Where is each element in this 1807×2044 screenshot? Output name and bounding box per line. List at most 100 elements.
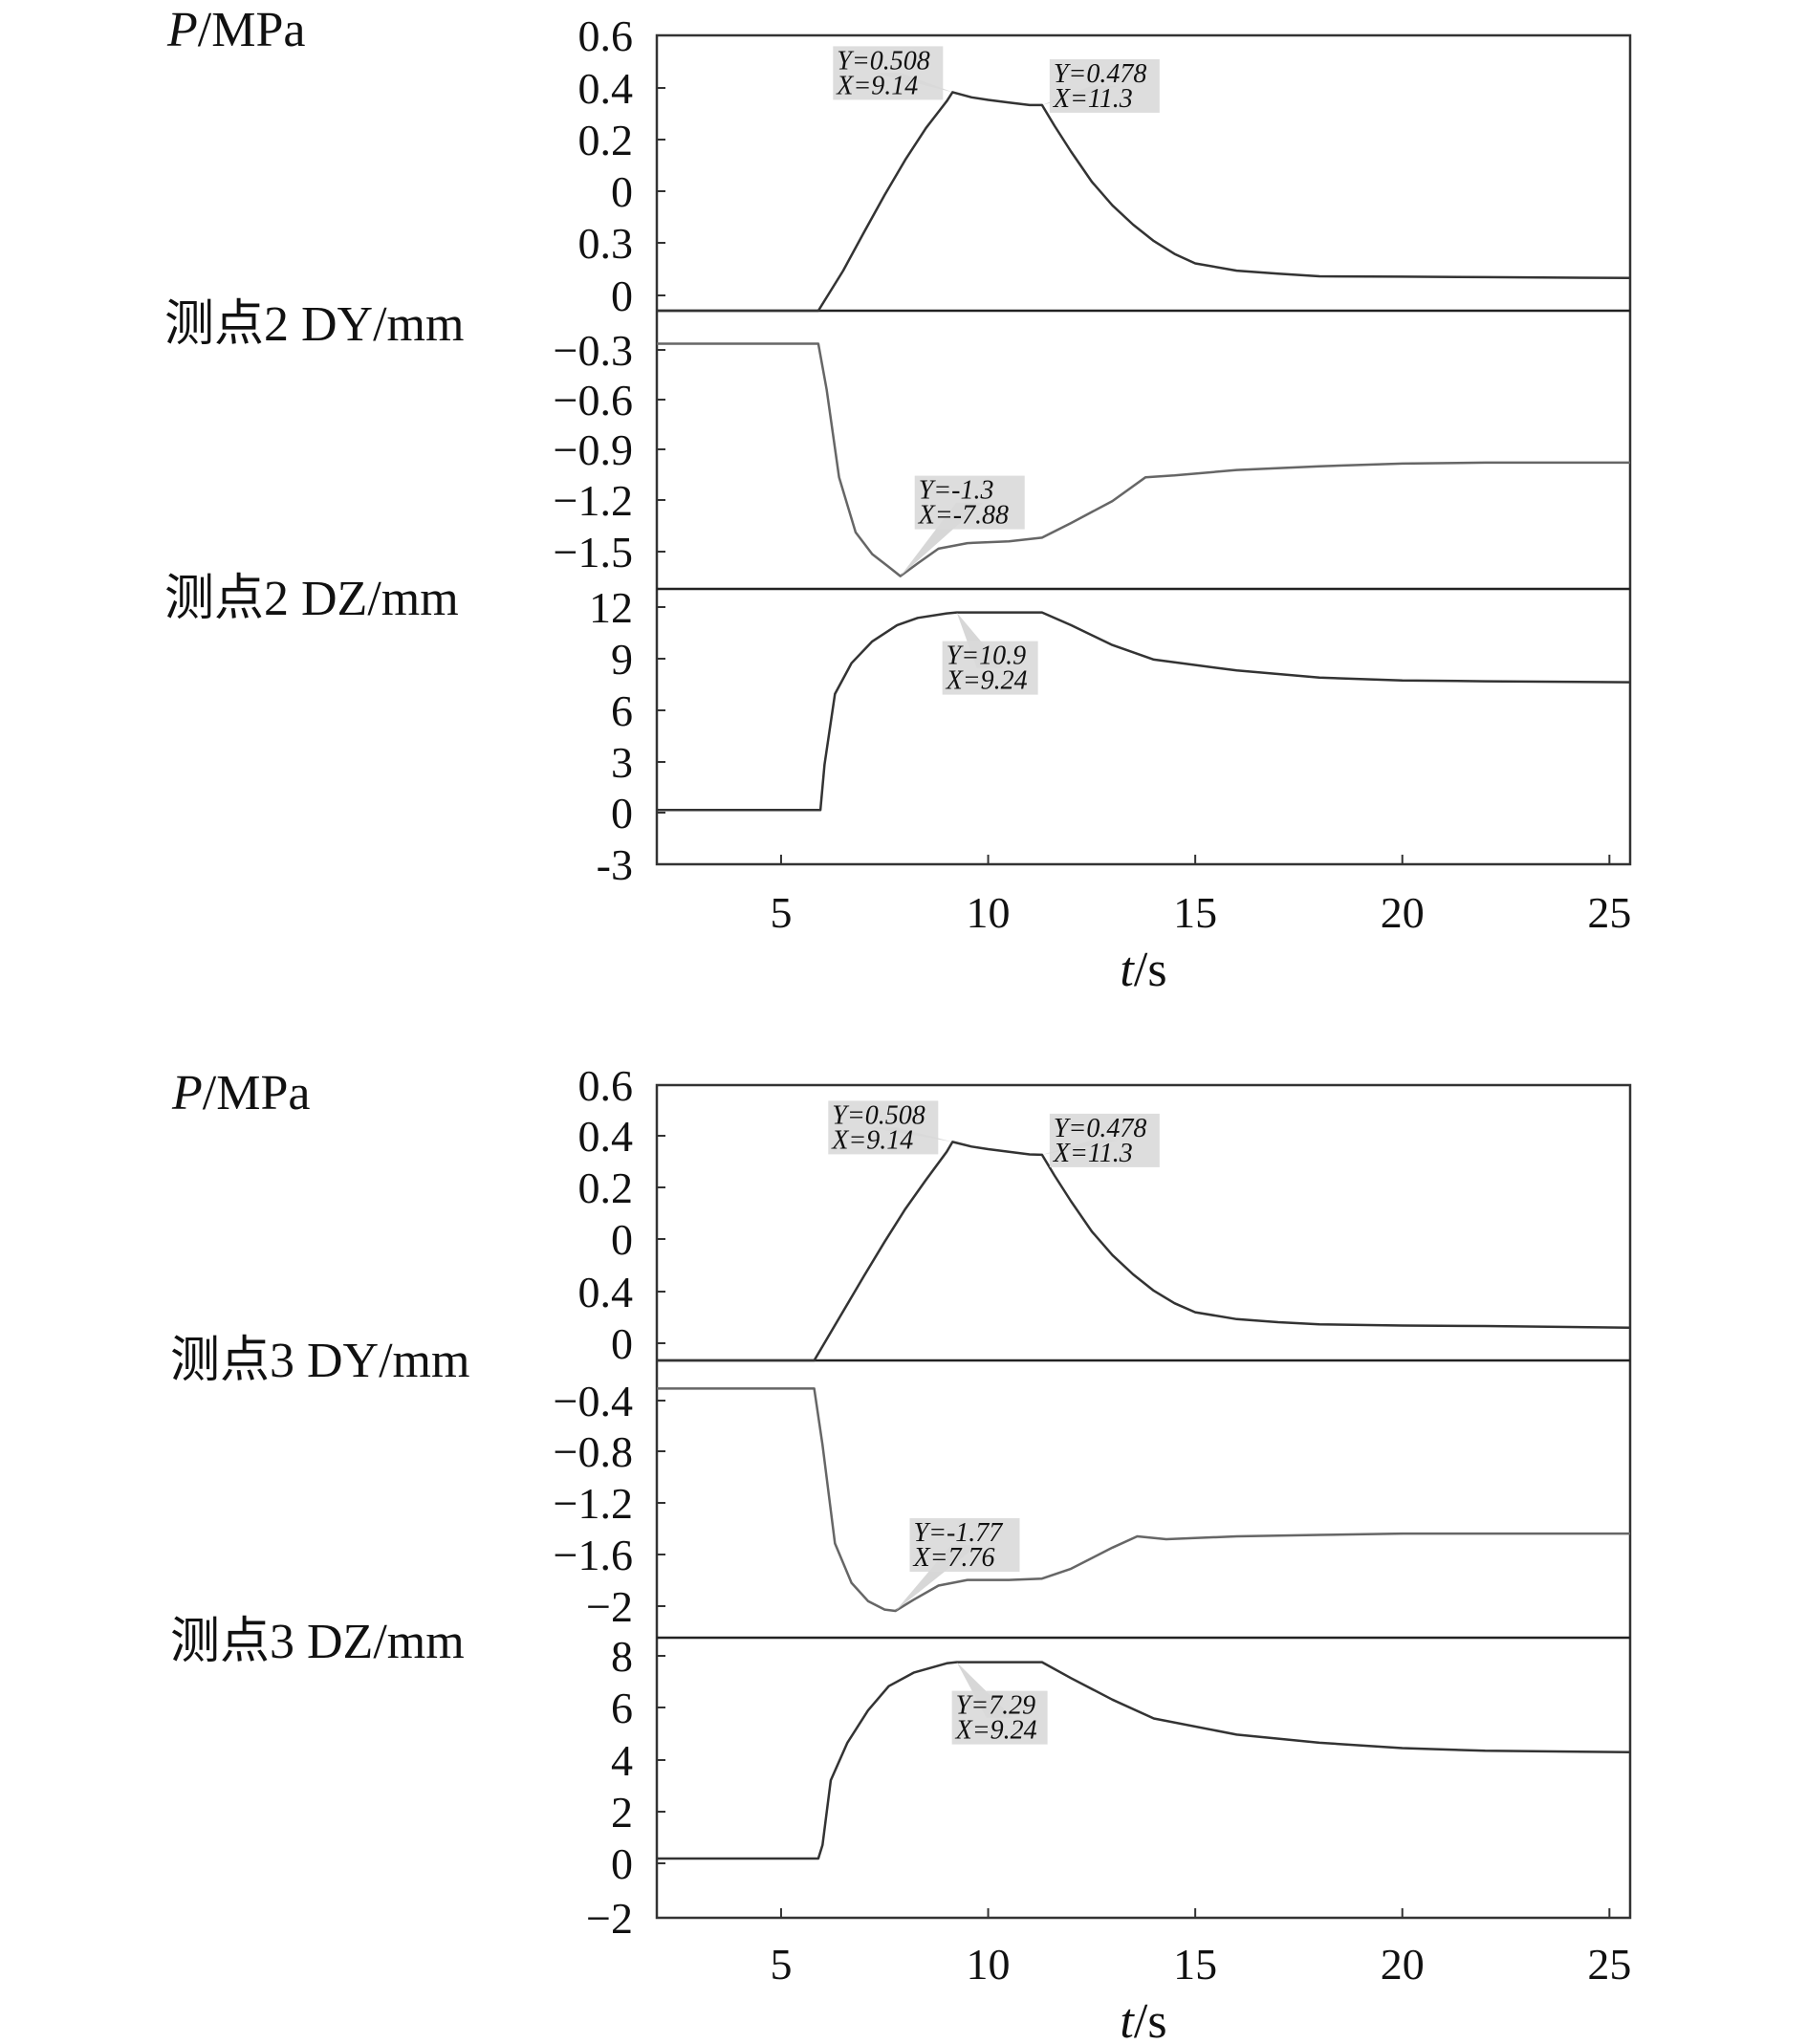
data-tip: Y=-1.77X=7.76 — [895, 1518, 1020, 1612]
data-tip-box — [1049, 1113, 1160, 1167]
panel-label: 测点3 DY/mm — [170, 1334, 469, 1388]
data-tip-box — [951, 1690, 1048, 1745]
x-tick-label: 10 — [967, 1940, 1011, 1989]
y-tick-label: 0 — [611, 1319, 633, 1368]
series-line — [657, 1661, 1631, 1860]
data-tip-box — [909, 1518, 1020, 1573]
y-tick-label: 0.6 — [578, 1061, 634, 1110]
series-line — [657, 1141, 1631, 1362]
y-tick-label: 0 — [611, 167, 633, 216]
data-tip-box — [1049, 58, 1160, 113]
y-tick-label: −0.9 — [554, 425, 633, 474]
chart-figure-2: 5 10 15 20 25t/s0.60.40.200.40P/MPa Y=0.508X=… — [170, 1061, 1631, 2044]
y-tick-label: 6 — [611, 1684, 633, 1732]
y-tick-label: −0.8 — [554, 1427, 633, 1476]
y-tick-label: 0.2 — [578, 116, 634, 164]
y-tick-label: −2 — [586, 1582, 633, 1631]
data-tip-x: X=9.24 — [946, 666, 1028, 696]
x-tick-label: 10 — [967, 888, 1011, 937]
y-tick-label: 12 — [589, 583, 633, 632]
data-tip-box — [833, 46, 944, 100]
data-tip-y: Y=0.508 — [832, 1100, 925, 1130]
data-tip: Y=10.9X=9.24 — [942, 612, 1038, 696]
x-tick-label: 20 — [1381, 888, 1425, 937]
y-tick-label: −0.3 — [554, 326, 633, 375]
x-tick-label: 25 — [1587, 888, 1631, 937]
chart-figure-1: 5 10 15 20 25t/s0.60.40.200.30P/MPaY=0.508X=… — [164, 3, 1631, 997]
y-tick-label: 0.4 — [578, 64, 634, 113]
data-tip: Y=7.29X=9.24 — [951, 1662, 1048, 1746]
y-tick-label: −0.6 — [554, 376, 633, 424]
y-tick-label: −1.6 — [554, 1531, 633, 1579]
x-tick-label: 5 — [770, 1940, 792, 1989]
data-tip-box — [828, 1100, 939, 1155]
y-tick-label: 8 — [611, 1632, 633, 1681]
data-tip-box — [914, 475, 1025, 530]
y-tick-label: -3 — [597, 840, 633, 889]
data-tip-x: X=11.3 — [1053, 84, 1133, 114]
y-tick-label: 2 — [611, 1788, 633, 1837]
data-tip-y: Y=-1.77 — [914, 1518, 1004, 1548]
y-tick-label: 0 — [611, 1839, 633, 1888]
panel-label: 测点2 DZ/mm — [164, 572, 459, 626]
panel-label: 测点3 DZ/mm — [170, 1615, 465, 1669]
data-tip-x: X=11.3 — [1053, 1139, 1133, 1168]
y-tick-label: −0.4 — [554, 1377, 633, 1425]
data-tip-x: X=9.14 — [831, 1125, 913, 1155]
data-tip-x: X=9.14 — [836, 71, 918, 100]
data-tip-y: Y=0.508 — [837, 46, 929, 76]
data-tip-x: X=-7.88 — [918, 501, 1009, 531]
data-tip-y: Y=10.9 — [947, 641, 1026, 671]
data-tip-box — [942, 641, 1038, 695]
plot-frame — [655, 1083, 1632, 1920]
data-tip-x: X=7.76 — [913, 1543, 995, 1573]
y-tick-label: −1.2 — [554, 476, 633, 525]
series-line — [657, 611, 1631, 812]
y-tick-label: 0.4 — [578, 1268, 634, 1316]
y-tick-label: 3 — [611, 738, 633, 787]
y-tick-label: 0 — [611, 1215, 633, 1264]
y-tick-label: 0.4 — [578, 1112, 634, 1161]
y-tick-label: 4 — [611, 1736, 633, 1785]
y-tick-label: −1.2 — [554, 1479, 633, 1528]
x-tick-label: 25 — [1587, 1940, 1631, 1989]
panel-label: P/MPa — [171, 1066, 310, 1120]
y-tick-label: 0 — [611, 789, 633, 837]
y-tick-label: 0.6 — [578, 11, 634, 60]
series-line — [657, 91, 1631, 313]
y-tick-label: −2 — [586, 1894, 633, 1943]
x-axis-label: t/s — [1120, 943, 1166, 997]
y-tick-label: 0.3 — [578, 219, 634, 268]
y-tick-label: −1.5 — [554, 528, 633, 576]
panel-label: 测点2 DY/mm — [164, 297, 464, 352]
y-tick-label: 0.2 — [578, 1163, 634, 1212]
data-tip-y: Y=-1.3 — [919, 476, 994, 506]
series-line — [657, 342, 1630, 577]
y-tick-label: 0 — [611, 272, 633, 320]
panel-2: −0.4−0.8−1.2−1.6−2 测点3 DY/mm Y=-1.77X=7.76 — [170, 1334, 1630, 1640]
x-tick-label: 5 — [770, 888, 792, 937]
panel-label: P/MPa — [166, 3, 305, 57]
data-tip-y: Y=0.478 — [1054, 1114, 1146, 1143]
panel-2: −0.3−0.6−0.9−1.2−1.5 测点2 DY/mm Y=-1.3X=-7.… — [164, 297, 1630, 591]
x-tick-label: 20 — [1381, 1940, 1425, 1989]
plot-frame — [655, 33, 1632, 866]
x-tick-label: 15 — [1173, 1940, 1217, 1989]
data-tip-x: X=9.24 — [955, 1716, 1037, 1746]
y-tick-label: 6 — [611, 686, 633, 735]
x-axis-label: t/s — [1120, 1994, 1166, 2044]
data-tip: Y=-1.3X=-7.88 — [900, 475, 1025, 576]
data-tip-y: Y=0.478 — [1054, 59, 1146, 89]
y-tick-label: 9 — [611, 635, 633, 684]
series-line — [657, 1387, 1630, 1613]
data-tip-y: Y=7.29 — [956, 1691, 1035, 1721]
